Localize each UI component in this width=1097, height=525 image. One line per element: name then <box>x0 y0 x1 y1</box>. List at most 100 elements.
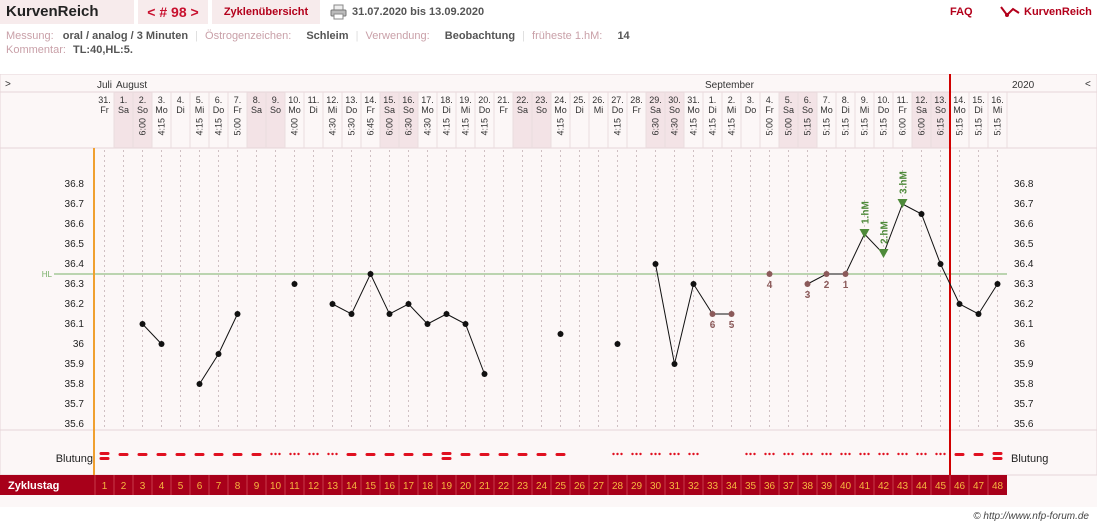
weekday-label: Fr <box>100 105 109 115</box>
weekend-column <box>399 92 418 148</box>
cover-measurement-point <box>842 271 849 277</box>
cycle-day-number: 41 <box>859 481 871 492</box>
date-label: 15. <box>383 95 396 105</box>
time-label: 6:00 <box>138 118 148 136</box>
y-tick-left: 35.9 <box>65 359 85 370</box>
date-label: 10. <box>288 95 301 105</box>
bleeding-spotting-mark <box>935 452 938 456</box>
time-label: 4:15 <box>195 118 205 136</box>
brand-logo[interactable]: KurvenReich <box>1000 0 1097 24</box>
y-tick-right: 36.8 <box>1014 179 1034 190</box>
bleeding-mark <box>479 453 490 456</box>
cycle-day-number: 47 <box>973 481 985 492</box>
bleeding-spotting-mark <box>745 452 748 456</box>
bleeding-mark <box>346 453 357 456</box>
printer-icon[interactable] <box>330 4 347 20</box>
cover-measurement-point <box>804 281 811 287</box>
bleeding-heavy-mark <box>441 452 452 455</box>
cycle-day-number: 26 <box>574 481 586 492</box>
bleeding-heavy-mark <box>992 457 1003 460</box>
temperature-point <box>994 281 1001 287</box>
time-label: 4:30 <box>670 118 680 136</box>
weekday-label: Sa <box>916 105 927 115</box>
bleeding-mark <box>422 453 433 456</box>
cycle-navigator[interactable]: < # 98 > <box>138 0 208 24</box>
cycle-day-number: 29 <box>631 481 643 492</box>
bleeding-label-left: Blutung <box>56 453 93 465</box>
footer-copyright: © http://www.nfp-forum.de <box>973 511 1089 522</box>
bleeding-heavy-mark <box>992 452 1003 455</box>
bleeding-mark <box>555 453 566 456</box>
weekday-label: Mo <box>687 105 700 115</box>
faq-link[interactable]: FAQ <box>950 6 973 18</box>
date-label: 6. <box>215 95 223 105</box>
cycle-day-number: 8 <box>235 481 241 492</box>
comment-info: Kommentar: TL:40,HL:5. <box>6 44 133 56</box>
temperature-point <box>671 361 678 367</box>
bleeding-spotting-mark <box>848 452 851 456</box>
bleeding-spotting-mark <box>620 452 623 456</box>
cycle-overview-link[interactable]: Zyklenübersicht <box>212 0 320 24</box>
bleeding-mark <box>460 453 471 456</box>
weekday-label: Mo <box>820 105 833 115</box>
weekend-column <box>931 92 950 148</box>
prev-cycle-arrow[interactable]: > <box>5 79 11 90</box>
weekday-label: Mi <box>461 105 471 115</box>
bleeding-spotting-mark <box>905 452 908 456</box>
cycle-day-number: 15 <box>365 481 377 492</box>
date-label: 1. <box>120 95 128 105</box>
bleeding-mark <box>498 453 509 456</box>
cycle-day-number: 40 <box>840 481 852 492</box>
y-tick-right: 36.7 <box>1014 199 1034 210</box>
weekday-label: So <box>802 105 813 115</box>
bleeding-spotting-mark <box>787 452 790 456</box>
bleeding-spotting-mark <box>688 452 691 456</box>
time-label: 4:15 <box>556 118 566 136</box>
y-tick-right: 36.1 <box>1014 319 1034 330</box>
temperature-line <box>142 323 162 345</box>
cycle-day-number: 9 <box>254 481 260 492</box>
weekday-label: So <box>403 105 414 115</box>
date-label: 13. <box>934 95 947 105</box>
bleeding-spotting-mark <box>696 452 699 456</box>
bleeding-spotting-mark <box>878 452 881 456</box>
date-label: 10. <box>877 95 890 105</box>
bleeding-spotting-mark <box>901 452 904 456</box>
weekday-label: Di <box>575 105 584 115</box>
cover-measurement-label: 3 <box>805 290 811 301</box>
time-label: 5:15 <box>879 118 889 136</box>
bleeding-spotting-mark <box>844 452 847 456</box>
weekday-label: Di <box>974 105 983 115</box>
date-label: 5. <box>196 95 204 105</box>
date-range-text: 31.07.2020 bis 13.09.2020 <box>352 6 485 18</box>
bleeding-mark <box>365 453 376 456</box>
weekend-column <box>798 92 817 148</box>
frueheste-label: früheste 1.hM: <box>532 30 603 42</box>
y-tick-left: 36.2 <box>65 299 85 310</box>
date-label: 3. <box>158 95 166 105</box>
bleeding-spotting-mark <box>821 452 824 456</box>
date-label: 6. <box>804 95 812 105</box>
date-label: 21. <box>497 95 510 105</box>
temperature-point <box>462 321 469 327</box>
temperature-point <box>291 281 298 287</box>
weekday-label: Do <box>612 105 624 115</box>
date-label: 9. <box>272 95 280 105</box>
bleeding-heavy-mark <box>99 457 110 460</box>
time-label: 6:00 <box>898 118 908 136</box>
time-label: 5:15 <box>803 118 813 136</box>
date-label: 30. <box>668 95 681 105</box>
cycle-day-number: 17 <box>403 481 415 492</box>
bleeding-spotting-mark <box>749 452 752 456</box>
date-range: 31.07.2020 bis 13.09.2020 <box>330 0 552 24</box>
weekday-label: Fr <box>632 105 641 115</box>
weekday-label: Do <box>745 105 757 115</box>
next-cycle-arrow[interactable]: < <box>1085 79 1091 90</box>
zyklustag-label: Zyklustag <box>8 480 59 492</box>
weekend-column <box>380 92 399 148</box>
bleeding-spotting-mark <box>278 452 281 456</box>
measurement-info: Messung: oral / analog / 3 Minuten | Öst… <box>6 30 630 42</box>
bleeding-spotting-mark <box>916 452 919 456</box>
bleeding-spotting-mark <box>939 452 942 456</box>
y-tick-right: 36.4 <box>1014 259 1034 270</box>
